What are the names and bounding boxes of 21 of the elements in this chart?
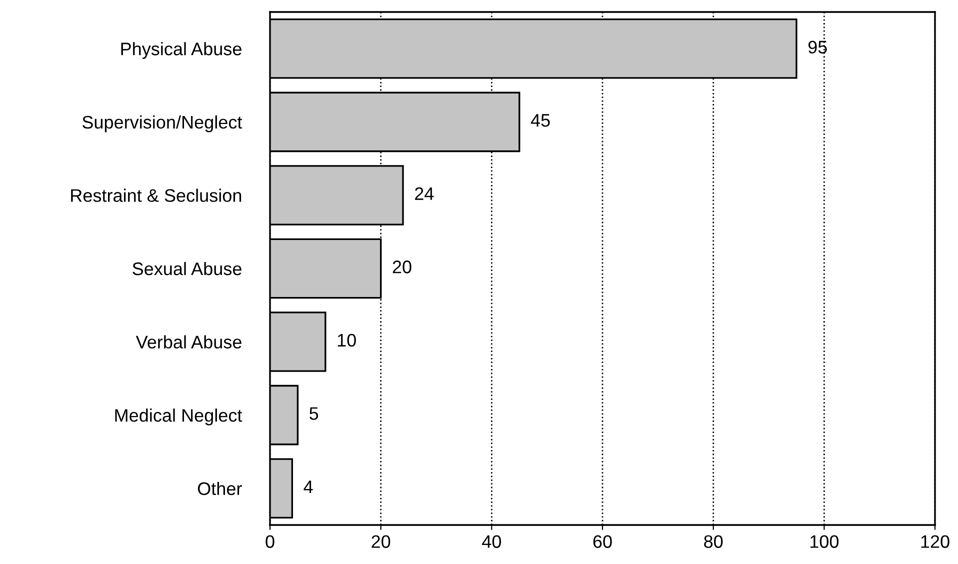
x-tick-label: 80 <box>704 535 723 548</box>
data-label: 10 <box>338 334 356 347</box>
x-tick-label: 60 <box>593 535 612 548</box>
x-tick-label: 20 <box>372 535 390 548</box>
x-tick-label: 100 <box>810 535 839 548</box>
y-tick-label: Restraint & Seclusion <box>71 188 242 202</box>
y-tick-label: Sexual Abuse <box>132 262 242 276</box>
x-tick-label: 0 <box>266 535 274 548</box>
y-tick-label: Supervision/Neglect <box>82 115 242 132</box>
data-label: 4 <box>304 480 313 494</box>
data-label: 45 <box>530 114 550 127</box>
x-tick-label: 120 <box>921 535 950 548</box>
y-tick-label: Other <box>198 482 242 496</box>
data-label: 20 <box>392 260 412 274</box>
x-tick-label: 40 <box>482 535 502 548</box>
data-label: 5 <box>310 407 318 420</box>
y-tick-label: Verbal Abuse <box>136 335 242 349</box>
y-tick-label: Medical Neglect <box>115 408 242 426</box>
data-label: 24 <box>415 187 434 200</box>
y-tick-label: Physical Abuse <box>121 42 242 59</box>
data-label: 95 <box>808 40 827 54</box>
